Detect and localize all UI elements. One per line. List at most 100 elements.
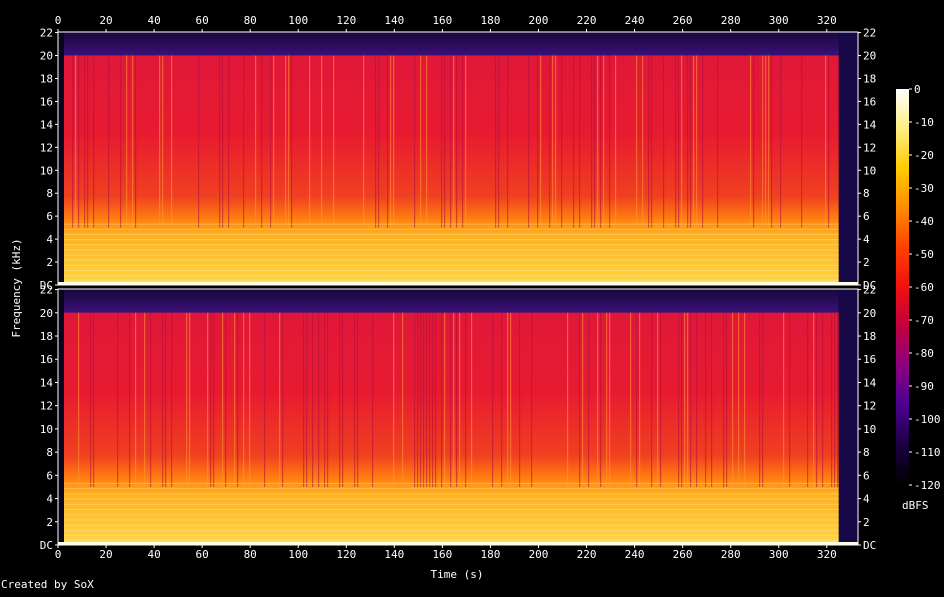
sox-credit: Created by SoX <box>1 578 94 591</box>
colorbar-tick-label: -30 <box>914 182 934 195</box>
x-tick-label-top: 40 <box>147 14 160 27</box>
x-tick-label-bottom: 220 <box>577 548 597 561</box>
y-tick-label-left: 18 <box>40 72 53 85</box>
spectral-energy <box>64 32 839 285</box>
x-tick-label-top: 280 <box>721 14 741 27</box>
y-tick-label-left: 14 <box>40 376 54 389</box>
y-tick-label-right: 14 <box>863 376 877 389</box>
y-tick-label-right: 2 <box>863 516 870 529</box>
colorbar-tick-label: -80 <box>914 347 934 360</box>
x-tick-label-top: 20 <box>99 14 112 27</box>
x-tick-label-top: 300 <box>769 14 789 27</box>
y-tick-label-left: 14 <box>40 118 54 131</box>
y-tick-label-left: 10 <box>40 423 53 436</box>
colorbar-tick-label: -10 <box>914 116 934 129</box>
tail-fade <box>838 289 858 545</box>
x-tick-label-bottom: 0 <box>55 548 62 561</box>
y-tick-label-right: 20 <box>863 307 876 320</box>
x-tick-label-bottom: 260 <box>673 548 693 561</box>
y-tick-label-left: 10 <box>40 164 53 177</box>
y-tick-label-left: 12 <box>40 141 53 154</box>
harmonic-bands <box>64 482 839 542</box>
y-tick-label-left: 12 <box>40 400 53 413</box>
x-tick-label-top: 60 <box>196 14 209 27</box>
x-axis-label: Time (s) <box>431 568 484 581</box>
y-tick-label-right: DC <box>863 279 876 292</box>
y-tick-label-right: 8 <box>863 187 870 200</box>
x-tick-label-bottom: 80 <box>244 548 257 561</box>
y-tick-label-right: 18 <box>863 330 876 343</box>
harmonic-bands <box>64 223 839 282</box>
x-tick-label-bottom: 40 <box>147 548 160 561</box>
x-tick-label-top: 80 <box>244 14 257 27</box>
transient-streaks <box>78 312 839 487</box>
x-tick-label-top: 320 <box>817 14 837 27</box>
y-tick-label-left: 18 <box>40 330 53 343</box>
colorbar-ramp <box>896 89 909 485</box>
y-tick-label-right: 12 <box>863 141 876 154</box>
y-tick-label-right: DC <box>863 539 876 552</box>
y-tick-label-right: 4 <box>863 493 870 506</box>
x-tick-label-top: 120 <box>336 14 356 27</box>
x-tick-label-bottom: 20 <box>99 548 112 561</box>
x-tick-label-top: 220 <box>577 14 597 27</box>
y-tick-label-right: 20 <box>863 50 876 63</box>
y-tick-label-left: 6 <box>46 469 53 482</box>
x-tick-label-bottom: 280 <box>721 548 741 561</box>
x-tick-label-bottom: 240 <box>625 548 645 561</box>
spectral-energy <box>64 289 839 545</box>
colorbar-tick-label: -20 <box>914 149 934 162</box>
y-tick-label-right: 22 <box>863 284 876 297</box>
x-tick-label-top: 200 <box>529 14 549 27</box>
x-tick-label-top: 160 <box>432 14 452 27</box>
colorbar-tick-label: -100 <box>914 413 941 426</box>
y-tick-label-right: 8 <box>863 446 870 459</box>
x-tick-label-bottom: 140 <box>384 548 404 561</box>
tail-fade <box>838 32 858 285</box>
x-tick-label-bottom: 60 <box>196 548 209 561</box>
y-tick-label-left: 16 <box>40 353 53 366</box>
x-tick-label-bottom: 300 <box>769 548 789 561</box>
colorbar-tick-label: -50 <box>914 248 934 261</box>
dc-line <box>58 542 858 545</box>
y-tick-label-right: 4 <box>863 233 870 246</box>
y-tick-label-left: 8 <box>46 446 53 459</box>
y-tick-label-right: 16 <box>863 95 876 108</box>
y-tick-label-right: 22 <box>863 27 876 40</box>
x-tick-label-top: 260 <box>673 14 693 27</box>
y-tick-label-right: 16 <box>863 353 876 366</box>
colorbar-tick-label: -40 <box>914 215 934 228</box>
y-tick-label-left: 4 <box>46 233 53 246</box>
y-tick-label-left: 16 <box>40 95 53 108</box>
y-tick-label-left: 20 <box>40 307 53 320</box>
y-tick-label-right: 6 <box>863 469 870 482</box>
channel-1-spectrogram <box>57 31 859 286</box>
panel-frame <box>57 31 859 286</box>
y-tick-label-right: 18 <box>863 72 876 85</box>
x-tick-label-top: 140 <box>384 14 404 27</box>
x-tick-label-top: 0 <box>55 14 62 27</box>
y-tick-label-left: 4 <box>46 493 53 506</box>
y-tick-label-left: 8 <box>46 187 53 200</box>
y-tick-label-left: DC <box>40 279 53 292</box>
colorbar-tick-label: -110 <box>914 446 941 459</box>
y-tick-label-right: 10 <box>863 423 876 436</box>
colorbar-tick-label: -120 <box>914 479 941 492</box>
colorbar-tick-label: -90 <box>914 380 934 393</box>
colorbar-label: dBFS <box>902 499 929 512</box>
y-tick-label-right: 14 <box>863 118 877 131</box>
x-tick-label-bottom: 100 <box>288 548 308 561</box>
y-tick-label-right: 6 <box>863 210 870 223</box>
y-tick-label-left: 2 <box>46 256 53 269</box>
x-tick-label-bottom: 180 <box>480 548 500 561</box>
x-tick-label-bottom: 160 <box>432 548 452 561</box>
colorbar-tick-label: 0 <box>914 83 921 96</box>
x-tick-label-bottom: 320 <box>817 548 837 561</box>
x-tick-label-bottom: 200 <box>529 548 549 561</box>
y-tick-label-right: 2 <box>863 256 870 269</box>
x-tick-label-top: 240 <box>625 14 645 27</box>
y-tick-label-left: 20 <box>40 50 53 63</box>
y-tick-label-right: 12 <box>863 400 876 413</box>
